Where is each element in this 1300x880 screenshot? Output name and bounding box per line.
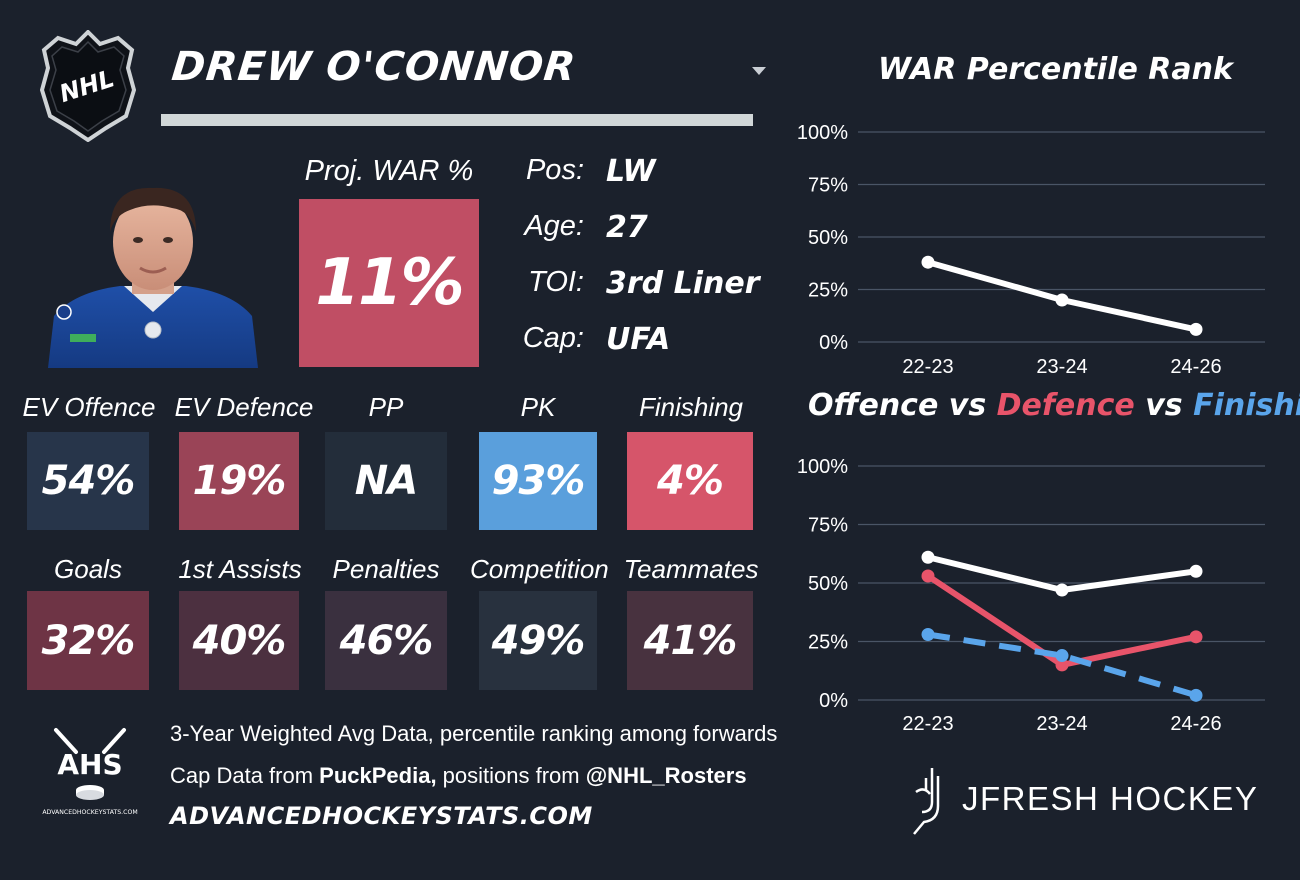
y-tick-label: 0% (819, 332, 848, 354)
teammates-label: Teammates (623, 554, 759, 584)
data-point (1189, 322, 1203, 336)
ev-defence-tile: 19% (179, 432, 299, 530)
ev-offence-label: EV Offence (22, 392, 156, 422)
footer-sources: Cap Data from PuckPedia, positions from … (170, 763, 747, 789)
proj-war-label: Proj. WAR % (304, 155, 474, 187)
data-point-finishing (1189, 688, 1203, 702)
data-point-offence (1055, 583, 1069, 597)
war-percentile-chart: 0% 25% 50% 75% 100% 22-23 23-24 24-26 (797, 122, 1265, 378)
data-point (921, 255, 935, 269)
first-assists-value: 40% (192, 617, 287, 664)
chart2-title-offence: Offence (808, 388, 939, 423)
dropdown-caret-icon[interactable] (750, 66, 768, 76)
goals-tile: 32% (27, 591, 149, 690)
name-underline (161, 114, 753, 126)
y-tick-label: 75% (808, 175, 848, 197)
pk-value: 93% (491, 458, 586, 504)
penalties-value: 46% (339, 617, 434, 664)
y-tick-label: 0% (819, 690, 848, 712)
y-tick-label: 25% (808, 632, 848, 654)
penalties-tile: 46% (325, 591, 447, 690)
data-point (1055, 293, 1069, 307)
puckpedia-credit: PuckPedia, (319, 763, 437, 788)
x-tick-label: 24-26 (1170, 713, 1221, 735)
website-link[interactable]: ADVANCEDHOCKEYSTATS.COM (170, 802, 593, 830)
footer-sources-prefix: Cap Data from (170, 763, 320, 788)
ahs-logo: AHS ADVANCEDHOCKEYSTATS.COM (42, 728, 138, 816)
x-tick-label: 22-23 (902, 356, 953, 378)
x-tick-label: 23-24 (1036, 713, 1087, 735)
footer-data-note: 3-Year Weighted Avg Data, percentile ran… (170, 721, 778, 746)
proj-war-value: 11% (315, 246, 464, 320)
first-assists-tile: 40% (179, 591, 299, 690)
footer-sources-mid: positions from (436, 763, 586, 788)
proj-war-tile: 11% (299, 199, 479, 367)
chart1-title: WAR Percentile Rank (878, 52, 1233, 87)
chart2-title-finishing: Finishing (1193, 388, 1300, 423)
chart2-title-defence: Defence (996, 388, 1135, 423)
data-point-offence (921, 550, 935, 564)
position-value: LW (606, 154, 656, 189)
competition-value: 49% (491, 617, 586, 664)
jfresh-hockey-brand: JFRESH HOCKEY (962, 780, 1259, 817)
goals-value: 32% (41, 617, 136, 664)
pp-label: PP (368, 392, 404, 422)
nhl-shield-logo: NHL (40, 30, 136, 142)
pp-value: NA (354, 458, 418, 504)
data-point-finishing (921, 627, 935, 641)
ev-offence-tile: 54% (27, 432, 149, 530)
player-name: DREW O'CONNOR (169, 44, 579, 90)
data-point-defence (1055, 658, 1069, 672)
pk-label: PK (520, 392, 556, 422)
penalties-label: Penalties (332, 554, 440, 584)
toi-label: TOI: (528, 266, 584, 298)
data-point-defence (1189, 630, 1203, 644)
ev-offence-value: 54% (41, 458, 136, 504)
y-tick-label: 50% (808, 573, 848, 595)
jfresh-logo-mark (913, 768, 940, 835)
pk-tile: 93% (479, 432, 597, 530)
goals-label: Goals (54, 554, 122, 584)
y-tick-label: 100% (797, 122, 848, 144)
offence-defence-finishing-chart: 0% 25% 50% 75% 100% 22-23 23-24 24-26 (797, 456, 1265, 735)
cap-value: UFA (606, 322, 671, 357)
chart2-title: Offence vs Defence vs Finishing (808, 388, 1300, 423)
ahs-logo-subtext: ADVANCEDHOCKEYSTATS.COM (42, 809, 137, 816)
ev-defence-value: 19% (192, 458, 287, 504)
y-tick-label: 25% (808, 280, 848, 302)
series-line-finishing (927, 631, 1197, 699)
data-point-defence (921, 569, 935, 583)
teammates-value: 41% (643, 617, 738, 664)
finishing-value: 4% (657, 458, 724, 504)
finishing-tile: 4% (627, 432, 753, 530)
finishing-label: Finishing (638, 392, 744, 422)
x-tick-label: 22-23 (902, 713, 953, 735)
pp-tile: NA (325, 432, 447, 530)
competition-label: Competition (470, 554, 609, 584)
teammates-tile: 41% (627, 591, 753, 690)
y-tick-label: 100% (797, 456, 848, 478)
toi-value: 3rd Liner (606, 266, 760, 301)
data-point-offence (1189, 564, 1203, 578)
x-tick-label: 23-24 (1036, 356, 1087, 378)
first-assists-label: 1st Assists (178, 554, 302, 584)
age-label: Age: (524, 210, 584, 242)
position-label: Pos: (525, 154, 584, 186)
nhl-rosters-credit: @NHL_Rosters (585, 763, 747, 788)
x-tick-label: 24-26 (1170, 356, 1221, 378)
y-tick-label: 75% (808, 515, 848, 537)
data-point-finishing (1055, 649, 1069, 663)
player-headshot (48, 187, 258, 368)
chart2-title-vs2: vs (1134, 388, 1194, 423)
age-value: 27 (606, 210, 648, 245)
competition-tile: 49% (479, 591, 597, 690)
y-tick-label: 50% (808, 227, 848, 249)
ahs-logo-text: AHS (57, 748, 122, 781)
cap-label: Cap: (522, 322, 584, 354)
chart2-title-vs1: vs (938, 388, 997, 423)
ev-defence-label: EV Defence (174, 392, 314, 422)
